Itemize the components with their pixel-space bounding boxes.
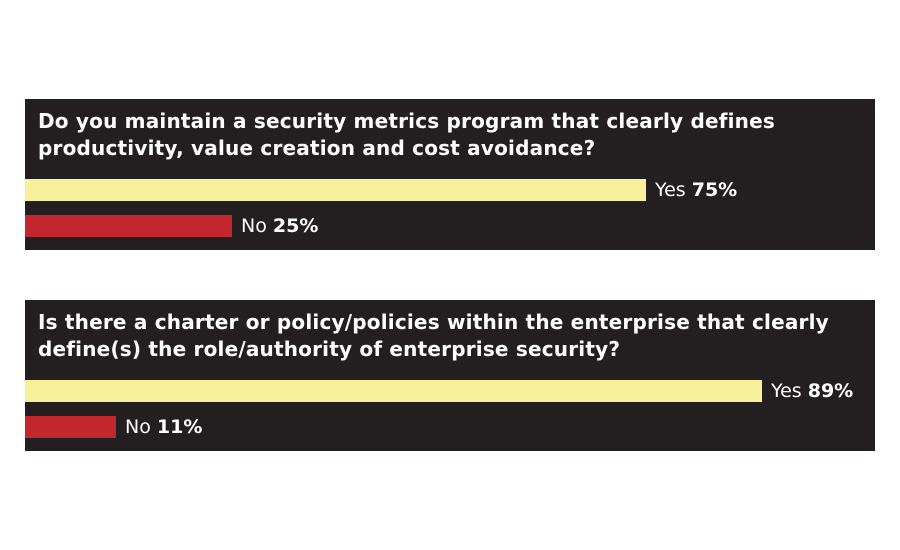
category-label: Yes: [771, 380, 802, 402]
no-label: No 11%: [125, 416, 202, 438]
category-label: No: [125, 416, 151, 438]
no-bar: [25, 215, 232, 237]
question-2-text: Is there a charter or policy/policies wi…: [38, 310, 829, 361]
survey-panel-1: Do you maintain a security metrics progr…: [25, 99, 875, 250]
value-label: 11%: [156, 416, 203, 438]
yes-label: Yes 89%: [771, 380, 853, 402]
no-label: No 25%: [241, 215, 318, 237]
value-label: 75%: [691, 179, 738, 201]
category-label: No: [241, 215, 267, 237]
no-bar: [25, 416, 116, 438]
value-label: 89%: [807, 380, 854, 402]
value-label: 25%: [272, 215, 319, 237]
yes-label: Yes 75%: [655, 179, 737, 201]
survey-panel-2: Is there a charter or policy/policies wi…: [25, 300, 875, 451]
yes-bar: [25, 179, 646, 201]
category-label: Yes: [655, 179, 686, 201]
question-1-text: Do you maintain a security metrics progr…: [38, 109, 775, 160]
yes-bar: [25, 380, 762, 402]
